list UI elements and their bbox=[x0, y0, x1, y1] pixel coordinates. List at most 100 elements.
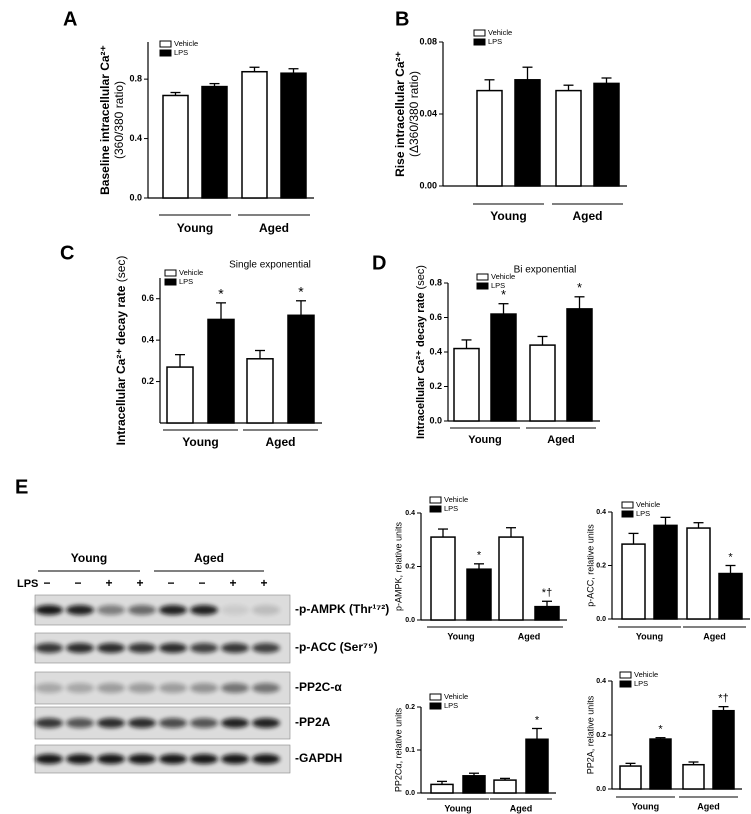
y-tick-label: 0.0 bbox=[429, 415, 442, 425]
lane-sign: + bbox=[229, 576, 236, 590]
x-tick-label: Young bbox=[177, 221, 213, 235]
blot-band bbox=[221, 718, 249, 728]
bar bbox=[490, 313, 517, 422]
lane-sign: + bbox=[260, 576, 267, 590]
blot-row-label: -p-ACC (Ser⁷⁹) bbox=[295, 640, 378, 654]
blot-band bbox=[159, 605, 187, 615]
legend-swatch bbox=[429, 505, 442, 513]
y-axis-label: Intracellular Ca²⁺ decay rate (sec) bbox=[415, 265, 427, 439]
y-tick-label: 0.6 bbox=[141, 293, 154, 303]
bar bbox=[593, 82, 620, 187]
y-tick-label: 0.04 bbox=[419, 108, 437, 118]
y-axis-label: p-AMPK, relative units bbox=[393, 521, 403, 611]
y-tick-label: 0.2 bbox=[596, 732, 606, 739]
blot-band bbox=[190, 718, 218, 728]
blot-band bbox=[66, 643, 94, 653]
bar bbox=[619, 765, 642, 790]
x-tick-label: Aged bbox=[573, 209, 603, 223]
bar bbox=[653, 524, 678, 620]
legend-swatch bbox=[164, 269, 177, 277]
legend-swatch bbox=[621, 510, 634, 518]
bar bbox=[686, 527, 711, 620]
bar bbox=[162, 94, 189, 199]
y-tick-label: 0.8 bbox=[429, 277, 442, 287]
blot-band bbox=[97, 718, 125, 728]
x-tick-label: Young bbox=[444, 803, 471, 813]
bar bbox=[649, 738, 672, 790]
legend-swatch bbox=[164, 278, 177, 286]
blot-band bbox=[97, 605, 125, 615]
bar bbox=[718, 572, 743, 620]
x-tick-label: Aged bbox=[510, 803, 533, 813]
bar bbox=[466, 568, 492, 621]
panel-letter: D bbox=[372, 252, 386, 274]
blot-band bbox=[221, 643, 249, 653]
legend-label: LPS bbox=[634, 679, 648, 688]
blot-band bbox=[159, 683, 187, 693]
y-tick-label: 0.4 bbox=[429, 346, 442, 356]
subtitle: Single exponential bbox=[229, 260, 311, 271]
legend-swatch bbox=[429, 496, 442, 504]
legend-label: Vehicle bbox=[634, 670, 658, 679]
significance-mark: *† bbox=[718, 693, 728, 705]
bar bbox=[566, 308, 593, 422]
y-axis-label-part: (sec) bbox=[114, 256, 128, 286]
blot-band bbox=[35, 643, 63, 653]
bar bbox=[287, 314, 315, 424]
legend-label: Vehicle bbox=[491, 272, 515, 281]
blot-band bbox=[252, 643, 280, 653]
x-tick-label: Aged bbox=[703, 631, 726, 641]
blot-band bbox=[66, 718, 94, 728]
legend-swatch bbox=[619, 671, 632, 679]
significance-mark: * bbox=[535, 714, 540, 726]
y-tick-label: 0.2 bbox=[141, 376, 154, 386]
y-tick-label: 0.2 bbox=[596, 562, 606, 569]
blot-band bbox=[252, 683, 280, 693]
y-tick-label: 0.8 bbox=[129, 74, 142, 84]
blot-band bbox=[97, 683, 125, 693]
x-tick-label: Young bbox=[468, 434, 501, 446]
y-tick-label: 0.00 bbox=[419, 180, 437, 190]
y-tick-label: 0.4 bbox=[405, 510, 415, 517]
legend-swatch bbox=[429, 693, 442, 701]
y-tick-label: 0.0 bbox=[596, 786, 606, 793]
bar bbox=[430, 536, 456, 621]
blot-band bbox=[159, 754, 187, 764]
y-axis-label-part: (sec) bbox=[415, 265, 427, 293]
blot-band bbox=[66, 754, 94, 764]
bar bbox=[555, 89, 582, 187]
y-tick-label: 0.0 bbox=[596, 616, 606, 623]
y-tick-label: 0.4 bbox=[129, 133, 142, 143]
bar bbox=[498, 536, 524, 621]
blot-band bbox=[159, 643, 187, 653]
significance-mark: * bbox=[658, 724, 663, 736]
y-tick-label: 0.4 bbox=[596, 509, 606, 516]
y-axis-label: Intracellular Ca²⁺ decay rate (sec) bbox=[114, 256, 128, 446]
blot-band bbox=[128, 718, 156, 728]
legend-swatch bbox=[476, 273, 489, 281]
significance-mark: * bbox=[728, 551, 733, 563]
legend-label: LPS bbox=[488, 37, 502, 46]
blot-band bbox=[252, 754, 280, 764]
blot-band bbox=[190, 683, 218, 693]
legend-swatch bbox=[429, 702, 442, 710]
x-tick-label: Young bbox=[490, 209, 526, 223]
bar bbox=[430, 783, 454, 794]
panel-letter: E bbox=[15, 476, 28, 498]
blot-band bbox=[128, 754, 156, 764]
y-axis-label: p-ACC, relative units bbox=[585, 524, 595, 607]
y-axis-label: (360/380 ratio) bbox=[112, 81, 126, 159]
blot-row-label: -p-AMPK (Thr¹⁷²) bbox=[295, 602, 389, 616]
blot-band bbox=[159, 718, 187, 728]
blot-row-label: -PP2A bbox=[295, 715, 331, 729]
blot-row-label: -GAPDH bbox=[295, 751, 342, 765]
bar bbox=[525, 738, 549, 794]
legend-label: Vehicle bbox=[174, 39, 198, 48]
bar bbox=[514, 79, 541, 187]
blot-band bbox=[190, 754, 218, 764]
lane-sign: − bbox=[198, 576, 205, 590]
bar bbox=[712, 709, 735, 790]
y-tick-label: 0.2 bbox=[405, 704, 415, 711]
blot-band bbox=[97, 754, 125, 764]
